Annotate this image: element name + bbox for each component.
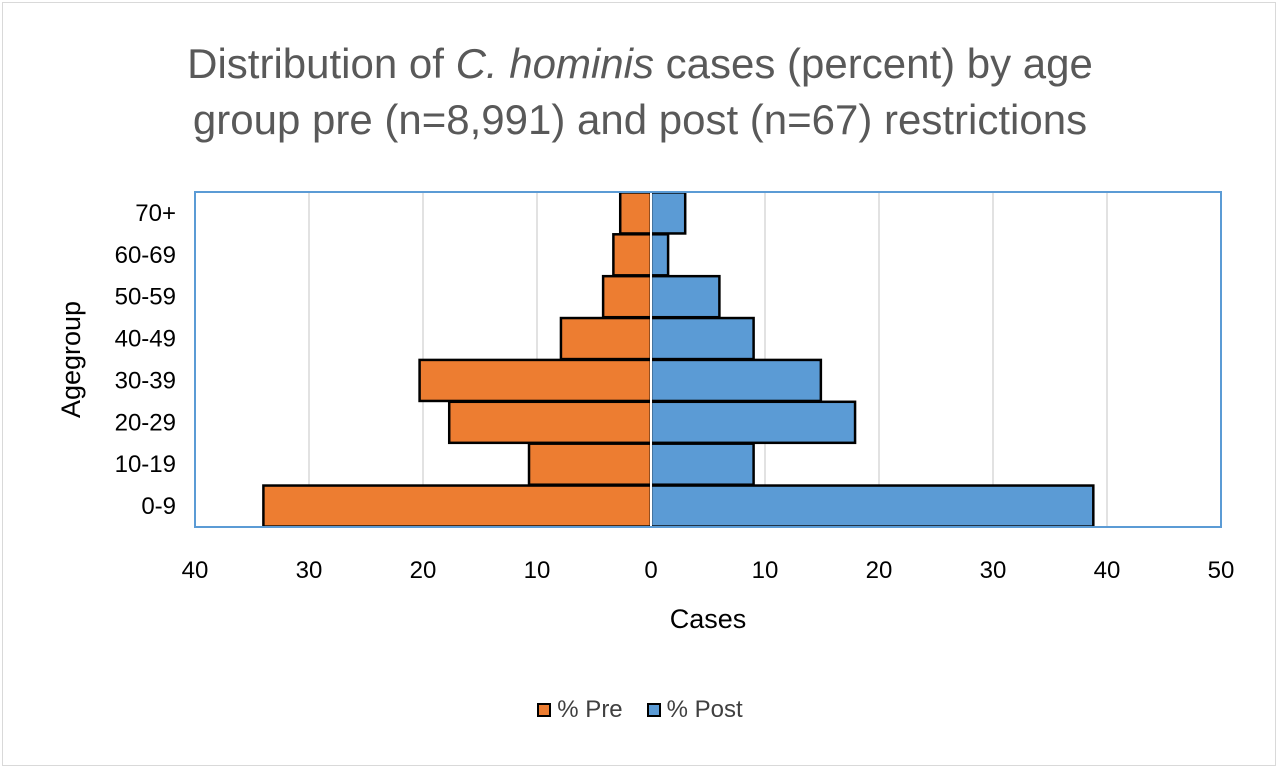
legend: % Pre % Post bbox=[0, 696, 1280, 724]
x-tick-label: 30 bbox=[980, 557, 1007, 584]
bar-post-20-29 bbox=[649, 400, 857, 445]
bar-post-60-69 bbox=[649, 233, 670, 277]
y-category-label: 0-9 bbox=[141, 493, 176, 520]
x-axis-label: Cases bbox=[670, 604, 747, 634]
title-suffix: cases (percent) by age bbox=[653, 40, 1093, 87]
title-species: C. hominis bbox=[455, 40, 654, 87]
x-tick-label: 40 bbox=[1094, 557, 1121, 584]
y-category-label: 10-19 bbox=[115, 451, 176, 478]
bars bbox=[262, 191, 1095, 528]
bar-pre-60-69 bbox=[612, 233, 653, 277]
y-category-label: 30-39 bbox=[115, 367, 176, 394]
title-line-1: Distribution of C. hominis cases (percen… bbox=[0, 36, 1280, 92]
bar-pre-40-49 bbox=[559, 316, 653, 361]
x-tick-label: 10 bbox=[752, 557, 779, 584]
x-tick-label: 50 bbox=[1208, 557, 1235, 584]
y-category-label: 70+ bbox=[135, 200, 176, 227]
legend-swatch-post bbox=[646, 703, 661, 717]
bar-pre-70+ bbox=[618, 191, 653, 235]
legend-swatch-pre bbox=[537, 703, 552, 717]
bar-post-10-19 bbox=[649, 442, 755, 486]
bar-pre-10-19 bbox=[527, 442, 653, 486]
bar-post-40-49 bbox=[649, 316, 755, 361]
title-line-2: group pre (n=8,991) and post (n=67) rest… bbox=[192, 96, 1088, 143]
x-tick-label: 30 bbox=[296, 557, 323, 584]
x-tick-label: 0 bbox=[644, 557, 657, 584]
bar-post-70+ bbox=[649, 191, 687, 235]
legend-item-pre: % Pre bbox=[537, 696, 623, 724]
x-tick-label: 20 bbox=[866, 557, 893, 584]
legend-label-post: % Post bbox=[666, 696, 743, 723]
bar-pre-30-39 bbox=[418, 358, 653, 403]
title-prefix: Distribution of bbox=[187, 40, 456, 87]
chart-svg: 0-9 10-19 20-29 30-39 40-49 50-59 60-69 70+ 40 3… bbox=[56, 191, 1235, 634]
y-category-label: 20-29 bbox=[115, 409, 176, 436]
bar-post-30-39 bbox=[649, 358, 823, 403]
chart-title: Distribution of C. hominis cases (percen… bbox=[0, 36, 1280, 148]
bar-post-50-59 bbox=[649, 274, 721, 319]
y-category-label: 60-69 bbox=[115, 242, 176, 269]
bar-pre-20-29 bbox=[447, 400, 653, 445]
x-tick-labels: 40 30 20 10 0 10 20 30 40 50 bbox=[182, 557, 1235, 584]
x-tick-label: 10 bbox=[524, 557, 551, 584]
legend-item-post: % Post bbox=[646, 696, 743, 724]
x-tick-label: 20 bbox=[410, 557, 437, 584]
y-category-label: 40-49 bbox=[115, 326, 176, 353]
bar-pre-50-59 bbox=[601, 274, 653, 319]
x-tick-label: 40 bbox=[182, 557, 209, 584]
legend-label-pre: % Pre bbox=[557, 696, 623, 723]
bar-post-0-9 bbox=[649, 484, 1095, 528]
y-category-labels: 0-9 10-19 20-29 30-39 40-49 50-59 60-69 70+ bbox=[115, 200, 176, 520]
y-axis-label: Agegroup bbox=[56, 301, 86, 418]
plot-area-border bbox=[194, 191, 1222, 528]
y-category-label: 50-59 bbox=[115, 284, 176, 311]
bar-pre-0-9 bbox=[262, 484, 653, 528]
